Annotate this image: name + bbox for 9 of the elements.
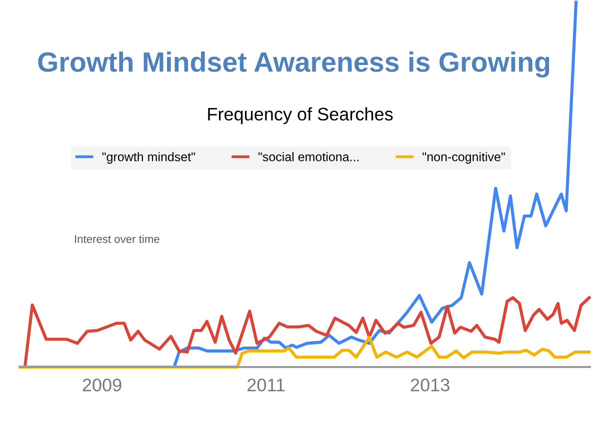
text: Growth Mindset Awareness is Growing (38, 52, 550, 78)
x-tick-label: 2013 (410, 378, 450, 392)
x-tick-label: 2011 (248, 378, 285, 392)
text: Frequency of Searches (208, 107, 393, 124)
legend-label: "social emotiona... (258, 152, 359, 162)
legend-label: "growth mindset" (102, 152, 195, 164)
annotation: Interest over time (75, 234, 160, 243)
x-tick-label: 2009 (82, 378, 122, 392)
legend-label: "non-cognitive" (422, 152, 505, 164)
